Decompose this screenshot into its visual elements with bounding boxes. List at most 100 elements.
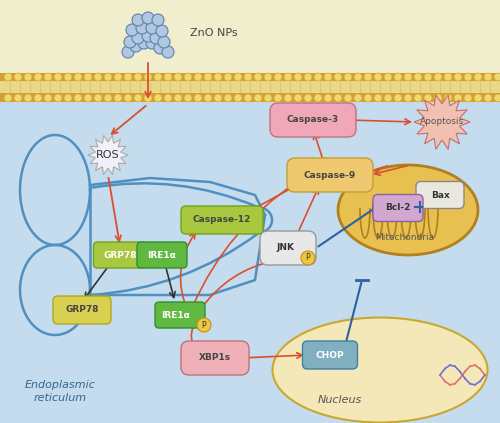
- Circle shape: [224, 94, 232, 102]
- FancyBboxPatch shape: [94, 242, 146, 268]
- Text: Bcl-2: Bcl-2: [386, 203, 410, 212]
- FancyBboxPatch shape: [181, 341, 249, 375]
- Circle shape: [146, 37, 158, 49]
- Circle shape: [136, 22, 148, 34]
- Circle shape: [164, 73, 172, 81]
- Circle shape: [344, 73, 352, 81]
- Circle shape: [294, 73, 302, 81]
- Circle shape: [158, 36, 170, 48]
- Circle shape: [104, 73, 112, 81]
- Circle shape: [204, 73, 212, 81]
- Text: Bax: Bax: [430, 190, 450, 200]
- Circle shape: [14, 73, 22, 81]
- Text: Nucleus: Nucleus: [318, 395, 362, 405]
- Circle shape: [414, 73, 422, 81]
- Circle shape: [264, 94, 272, 102]
- Circle shape: [54, 94, 62, 102]
- Circle shape: [244, 94, 252, 102]
- Circle shape: [174, 73, 182, 81]
- Circle shape: [384, 73, 392, 81]
- Circle shape: [474, 94, 482, 102]
- Circle shape: [354, 73, 362, 81]
- Circle shape: [114, 94, 122, 102]
- Circle shape: [464, 73, 472, 81]
- Circle shape: [214, 73, 222, 81]
- Circle shape: [234, 73, 242, 81]
- Polygon shape: [0, 93, 500, 102]
- Circle shape: [94, 94, 102, 102]
- Circle shape: [164, 94, 172, 102]
- Circle shape: [84, 73, 92, 81]
- Circle shape: [304, 94, 312, 102]
- Circle shape: [154, 42, 166, 54]
- Circle shape: [264, 73, 272, 81]
- Circle shape: [364, 94, 372, 102]
- FancyBboxPatch shape: [260, 231, 316, 265]
- Circle shape: [314, 94, 322, 102]
- Circle shape: [234, 94, 242, 102]
- Polygon shape: [88, 135, 128, 175]
- Circle shape: [314, 73, 322, 81]
- Text: GRP78: GRP78: [65, 305, 99, 314]
- Circle shape: [74, 94, 82, 102]
- Circle shape: [274, 73, 282, 81]
- Circle shape: [124, 73, 132, 81]
- Circle shape: [134, 73, 142, 81]
- Polygon shape: [0, 0, 500, 75]
- Circle shape: [154, 73, 162, 81]
- Text: IRE1α: IRE1α: [148, 250, 176, 259]
- Circle shape: [197, 318, 211, 332]
- Circle shape: [104, 94, 112, 102]
- FancyBboxPatch shape: [53, 296, 111, 324]
- Circle shape: [154, 94, 162, 102]
- Circle shape: [394, 73, 402, 81]
- Circle shape: [414, 94, 422, 102]
- Text: Caspase-3: Caspase-3: [287, 115, 339, 124]
- Text: P: P: [202, 321, 206, 330]
- Polygon shape: [0, 81, 500, 93]
- Text: P: P: [306, 253, 310, 263]
- Circle shape: [424, 94, 432, 102]
- Circle shape: [184, 94, 192, 102]
- Circle shape: [194, 94, 202, 102]
- Polygon shape: [414, 95, 470, 149]
- Circle shape: [244, 73, 252, 81]
- Circle shape: [344, 94, 352, 102]
- Text: Mitochondria: Mitochondria: [376, 233, 434, 242]
- Circle shape: [24, 73, 32, 81]
- Circle shape: [254, 94, 262, 102]
- Circle shape: [152, 14, 164, 26]
- Circle shape: [224, 73, 232, 81]
- Circle shape: [364, 73, 372, 81]
- Circle shape: [424, 73, 432, 81]
- Circle shape: [54, 73, 62, 81]
- Circle shape: [150, 32, 162, 44]
- Circle shape: [114, 73, 122, 81]
- Circle shape: [130, 40, 142, 52]
- Circle shape: [162, 46, 174, 58]
- Circle shape: [144, 73, 152, 81]
- Circle shape: [484, 94, 492, 102]
- Circle shape: [204, 94, 212, 102]
- Text: IRE1α: IRE1α: [162, 310, 190, 319]
- Circle shape: [464, 94, 472, 102]
- FancyBboxPatch shape: [137, 242, 187, 268]
- FancyBboxPatch shape: [302, 341, 358, 369]
- FancyBboxPatch shape: [270, 103, 356, 137]
- Circle shape: [4, 73, 12, 81]
- FancyBboxPatch shape: [155, 302, 205, 328]
- Circle shape: [156, 25, 168, 37]
- Circle shape: [301, 251, 315, 265]
- Circle shape: [304, 73, 312, 81]
- Text: GRP78: GRP78: [104, 250, 137, 259]
- Text: Caspase-12: Caspase-12: [193, 215, 251, 225]
- FancyBboxPatch shape: [373, 195, 423, 222]
- Circle shape: [34, 73, 42, 81]
- FancyBboxPatch shape: [287, 158, 373, 192]
- Text: Caspase-9: Caspase-9: [304, 170, 356, 179]
- Circle shape: [444, 94, 452, 102]
- Circle shape: [294, 94, 302, 102]
- Text: ROS: ROS: [96, 150, 120, 160]
- Circle shape: [184, 73, 192, 81]
- Circle shape: [194, 73, 202, 81]
